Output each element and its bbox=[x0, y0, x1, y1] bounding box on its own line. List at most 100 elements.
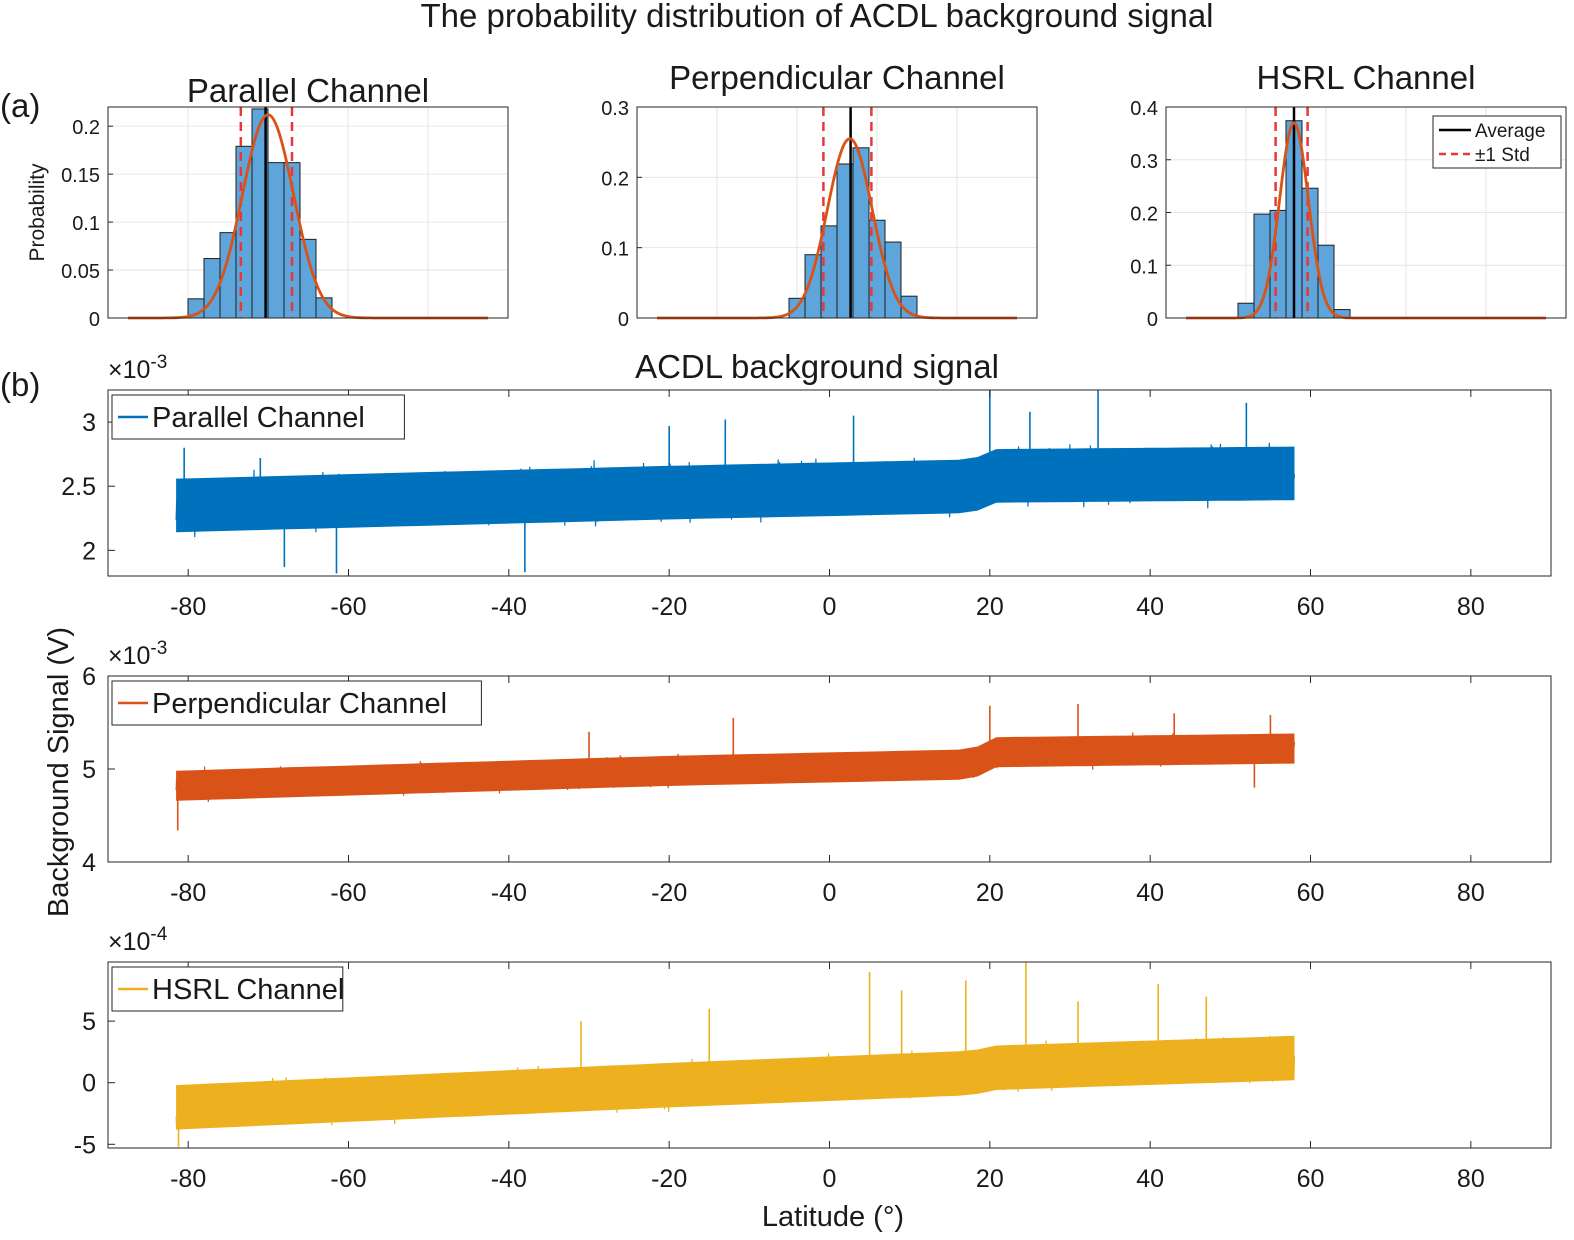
y-tick-label: 0 bbox=[1147, 309, 1158, 331]
timeseries-perpendicular-channel: -80 -60 -40 -20 0 20 40 60 80 4 5 6 ×10-3 Perpendicul… bbox=[82, 638, 1552, 907]
histogram-hsrl-channel: 0 0.1 0.2 0.3 0.4 HSRL Channel Average ±1 Std bbox=[1130, 59, 1567, 331]
x-tick-label: -60 bbox=[330, 1165, 366, 1193]
axes-frame bbox=[107, 106, 509, 319]
y-tick-label: 0.05 bbox=[61, 261, 100, 283]
y-tick-label: 0.3 bbox=[1130, 151, 1158, 173]
signal-group bbox=[175, 703, 1296, 831]
panel-a-label: (a) bbox=[0, 87, 40, 124]
histogram-perpendicular-channel: 0 0.1 0.2 0.3 Perpendicular Channel bbox=[601, 59, 1038, 331]
x-tick-label: -40 bbox=[491, 593, 527, 621]
legend-box bbox=[111, 966, 344, 1012]
y-tick-label: 5 bbox=[82, 756, 96, 784]
y-tick-label: 4 bbox=[82, 849, 96, 877]
y-tick-label: 0.1 bbox=[601, 239, 629, 261]
legend-label: HSRL Channel bbox=[152, 974, 344, 1006]
legend: HSRL Channel bbox=[111, 966, 344, 1012]
x-tick-label: 40 bbox=[1136, 593, 1164, 621]
signal-line bbox=[175, 442, 1296, 538]
timeseries-hsrl-channel: -80 -60 -40 -20 0 20 40 60 80 -5 0 5 ×10-4 HSRL Chann… bbox=[74, 924, 1552, 1193]
histogram-bar bbox=[1269, 209, 1287, 319]
panel-b-title: ACDL background signal bbox=[635, 348, 999, 385]
y-tick-label: 0 bbox=[618, 309, 629, 331]
x-tick-label: 80 bbox=[1457, 1165, 1485, 1193]
x-tick-label: 80 bbox=[1457, 593, 1485, 621]
figure-title: The probability distribution of ACDL bac… bbox=[420, 0, 1213, 34]
legend-box bbox=[111, 680, 482, 726]
x-tick-label: 20 bbox=[976, 593, 1004, 621]
histogram-bar bbox=[884, 241, 902, 319]
signal-line bbox=[175, 732, 1296, 802]
legend-label-std: ±1 Std bbox=[1475, 145, 1530, 166]
legend-label: Perpendicular Channel bbox=[152, 688, 447, 720]
x-tick-label: -80 bbox=[170, 1165, 206, 1193]
timeseries-parallel-channel: -80 -60 -40 -20 0 20 40 60 80 2 2.5 3 ×10-3 Parallel … bbox=[61, 352, 1552, 621]
y-tick-label: 0.1 bbox=[72, 213, 100, 235]
y-tick-label: 0.1 bbox=[1130, 256, 1158, 278]
legend-label: Parallel Channel bbox=[152, 402, 365, 434]
signal-group bbox=[175, 390, 1296, 574]
y-axis-exponent: ×10-3 bbox=[108, 638, 167, 670]
legend-box bbox=[1432, 115, 1562, 169]
x-tick-label: 60 bbox=[1297, 1165, 1325, 1193]
x-tick-label: -40 bbox=[491, 1165, 527, 1193]
panel-b-label: (b) bbox=[0, 366, 40, 403]
x-tick-label: -60 bbox=[330, 879, 366, 907]
x-tick-label: 20 bbox=[976, 879, 1004, 907]
grid bbox=[108, 107, 508, 318]
x-tick-label: 0 bbox=[823, 1165, 837, 1193]
y-tick-label: 0.2 bbox=[1130, 204, 1158, 226]
x-tick-label: -20 bbox=[651, 879, 687, 907]
histogram-bar bbox=[235, 145, 253, 319]
x-tick-label: 0 bbox=[823, 879, 837, 907]
exponent-power: -4 bbox=[150, 924, 167, 945]
y-tick-label: 2 bbox=[82, 537, 96, 565]
chart-title: Parallel Channel bbox=[187, 72, 429, 109]
exponent-power: -3 bbox=[150, 638, 167, 659]
y-tick-label: 0.2 bbox=[601, 168, 629, 190]
y-tick-label: 5 bbox=[82, 1008, 96, 1036]
legend-label-average: Average bbox=[1475, 121, 1545, 142]
axes-frame bbox=[636, 106, 1038, 319]
y-tick-label: 0.2 bbox=[72, 117, 100, 139]
y-tick-label: 0.4 bbox=[1130, 98, 1158, 120]
legend: Average ±1 Std bbox=[1432, 115, 1562, 169]
x-tick-label: 60 bbox=[1297, 879, 1325, 907]
exponent-base: ×10 bbox=[108, 356, 150, 384]
y-tick-label: 2.5 bbox=[61, 473, 96, 501]
x-tick-label: -40 bbox=[491, 879, 527, 907]
histogram-parallel-channel: 0 0.05 0.1 0.15 0.2 Parallel Channel Probabili… bbox=[26, 72, 509, 331]
x-tick-label: -80 bbox=[170, 879, 206, 907]
y-tick-label: 3 bbox=[82, 409, 96, 437]
y-axis-label: Probability bbox=[26, 163, 49, 262]
y-tick-label: 6 bbox=[82, 663, 96, 691]
signal-group bbox=[175, 962, 1296, 1147]
y-tick-label: 0 bbox=[82, 1070, 96, 1098]
x-tick-label: 80 bbox=[1457, 879, 1485, 907]
x-tick-label: 40 bbox=[1136, 879, 1164, 907]
y-tick-label: 0.15 bbox=[61, 165, 100, 187]
histogram-bar bbox=[852, 147, 870, 319]
y-axis-exponent: ×10-3 bbox=[108, 352, 167, 384]
chart-title: Perpendicular Channel bbox=[669, 59, 1005, 96]
exponent-base: ×10 bbox=[108, 928, 150, 956]
chart-title: HSRL Channel bbox=[1257, 59, 1476, 96]
x-tick-label: 0 bbox=[823, 593, 837, 621]
exponent-base: ×10 bbox=[108, 642, 150, 670]
y-tick-label: 0.3 bbox=[601, 98, 629, 120]
x-tick-label: -20 bbox=[651, 1165, 687, 1193]
y-tick-label: -5 bbox=[74, 1131, 96, 1159]
signal-line bbox=[175, 1035, 1296, 1130]
x-tick-label: -20 bbox=[651, 593, 687, 621]
x-tick-label: -80 bbox=[170, 593, 206, 621]
legend: Parallel Channel bbox=[111, 394, 405, 440]
x-tick-label: -60 bbox=[330, 593, 366, 621]
y-axis-exponent: ×10-4 bbox=[108, 924, 168, 956]
legend-box bbox=[111, 394, 405, 440]
y-tick-label: 0 bbox=[89, 309, 100, 331]
x-tick-label: 40 bbox=[1136, 1165, 1164, 1193]
x-tick-label: 60 bbox=[1297, 593, 1325, 621]
histogram-bar bbox=[267, 162, 285, 319]
exponent-power: -3 bbox=[150, 352, 167, 373]
legend: Perpendicular Channel bbox=[111, 680, 482, 726]
